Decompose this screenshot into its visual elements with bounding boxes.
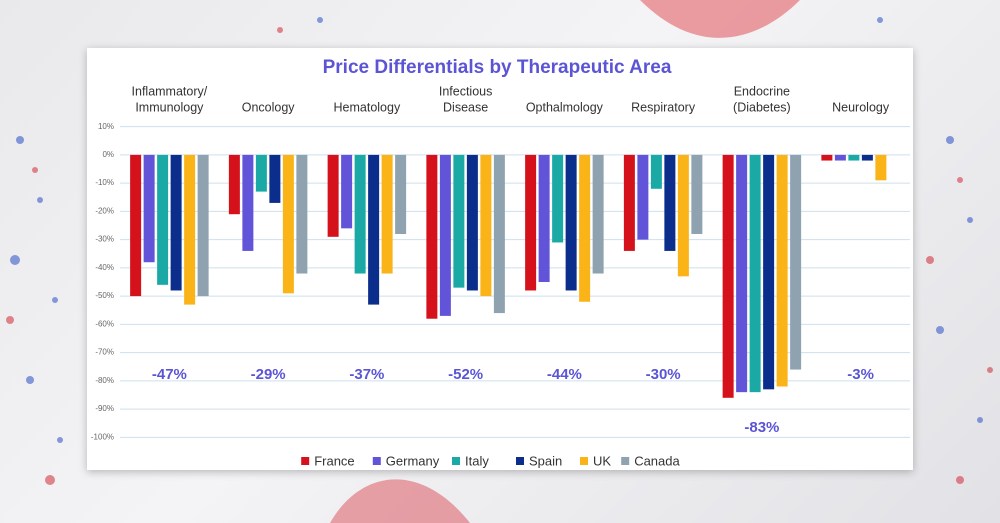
bar xyxy=(736,154,748,393)
category-label: Opthalmology xyxy=(526,100,604,114)
average-label: -29% xyxy=(251,366,286,383)
legend-swatch xyxy=(516,457,524,465)
legend-label: Italy xyxy=(465,453,489,468)
legend-label: France xyxy=(314,453,354,468)
legend-label: Spain xyxy=(529,453,562,468)
bar xyxy=(875,154,887,181)
legend-swatch xyxy=(452,457,460,465)
y-tick-label: 10% xyxy=(98,122,114,131)
category-label: Immunology xyxy=(135,100,204,114)
bar xyxy=(650,154,662,189)
bar xyxy=(623,154,635,251)
bar xyxy=(327,154,339,237)
bar xyxy=(592,154,604,274)
bar xyxy=(296,154,308,274)
bar xyxy=(579,154,591,302)
bar xyxy=(749,154,761,393)
y-tick-label: -30% xyxy=(95,235,114,244)
bar xyxy=(821,154,833,161)
average-label: -83% xyxy=(744,419,779,436)
bar xyxy=(480,154,492,297)
bar xyxy=(861,154,873,161)
category-label: Neurology xyxy=(832,100,890,114)
category-label: Infectious xyxy=(439,84,493,98)
bar xyxy=(228,154,240,215)
legend-label: Canada xyxy=(634,453,680,468)
category-label: Oncology xyxy=(242,100,296,114)
bar xyxy=(381,154,393,274)
bar xyxy=(466,154,478,291)
category-label: Endocrine xyxy=(734,84,790,98)
bar xyxy=(170,154,182,291)
bar xyxy=(790,154,802,370)
bar xyxy=(848,154,860,161)
chart-panel: Price Differentials by Therapeutic Area … xyxy=(87,48,913,470)
bar xyxy=(269,154,281,203)
y-tick-label: 0% xyxy=(102,150,114,159)
legend-swatch xyxy=(621,457,630,465)
average-label: -52% xyxy=(448,366,483,383)
category-label: (Diabetes) xyxy=(733,100,791,114)
bar xyxy=(664,154,676,251)
bar xyxy=(776,154,788,387)
legend-swatch xyxy=(301,457,310,465)
bar xyxy=(255,154,267,192)
bar xyxy=(130,154,142,297)
bar xyxy=(763,154,775,390)
bar xyxy=(368,154,380,305)
legend-swatch xyxy=(372,457,381,465)
bar xyxy=(341,154,353,229)
category-label: Disease xyxy=(443,100,488,114)
y-tick-label: -20% xyxy=(95,206,114,215)
average-label: -37% xyxy=(349,366,384,383)
legend-label: Germany xyxy=(386,453,440,468)
category-label: Hematology xyxy=(334,100,401,114)
bar xyxy=(637,154,649,240)
bar xyxy=(525,154,537,291)
bar xyxy=(677,154,689,277)
y-tick-label: -10% xyxy=(95,178,114,187)
y-tick-label: -40% xyxy=(95,263,114,272)
bar xyxy=(722,154,734,398)
bar xyxy=(354,154,366,274)
average-label: -30% xyxy=(646,366,681,383)
y-tick-label: -100% xyxy=(91,432,114,441)
bar xyxy=(552,154,564,243)
bar xyxy=(565,154,577,291)
bar xyxy=(184,154,196,305)
chart: Price Differentials by Therapeutic Area … xyxy=(91,57,910,468)
bar xyxy=(157,154,169,285)
y-tick-label: -80% xyxy=(95,376,114,385)
average-label: -47% xyxy=(152,366,187,383)
y-tick-label: -50% xyxy=(95,291,114,300)
bar xyxy=(691,154,703,234)
y-tick-label: -60% xyxy=(95,319,114,328)
bar xyxy=(538,154,550,282)
legend-swatch xyxy=(580,457,588,465)
bar xyxy=(143,154,155,263)
category-label: Inflammatory/ xyxy=(132,84,208,98)
bar xyxy=(426,154,438,319)
bar xyxy=(493,154,505,314)
category-label: Respiratory xyxy=(631,100,696,114)
y-tick-label: -70% xyxy=(95,348,114,357)
bar xyxy=(282,154,294,294)
legend-label: UK xyxy=(593,453,611,468)
y-tick-label: -90% xyxy=(95,404,114,413)
bar xyxy=(197,154,209,297)
bar xyxy=(834,154,846,161)
bar xyxy=(453,154,465,288)
average-label: -44% xyxy=(547,366,582,383)
bar xyxy=(439,154,451,316)
bar xyxy=(395,154,407,234)
average-label: -3% xyxy=(847,366,874,383)
chart-title: Price Differentials by Therapeutic Area xyxy=(323,57,672,78)
bar xyxy=(242,154,254,251)
